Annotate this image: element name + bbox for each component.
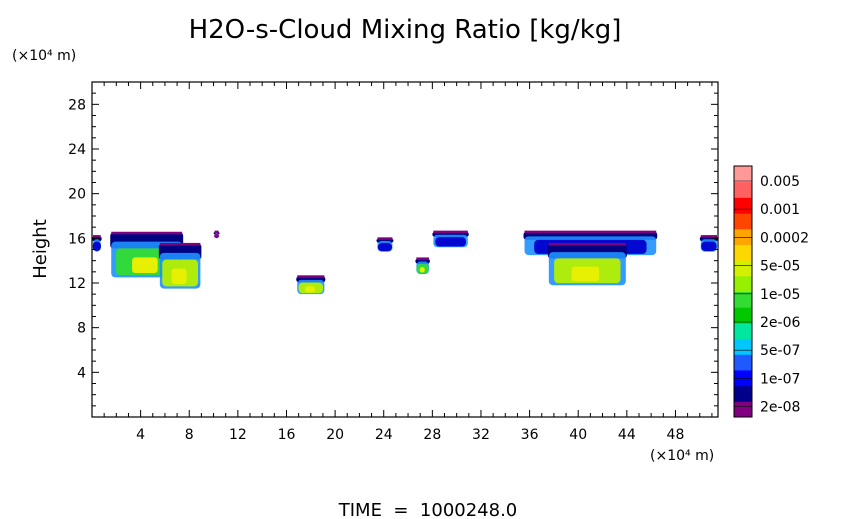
y-tick-label: 12: [68, 276, 86, 292]
cloud-top-edge: [433, 230, 468, 234]
cloud-top-edge: [416, 257, 429, 260]
cloud-top-edge: [700, 235, 717, 238]
cloud-region: [158, 242, 202, 289]
x-tick-label: 4: [136, 427, 145, 443]
cloud-region: [92, 235, 102, 252]
cloud-region: [296, 275, 326, 295]
y-tick-label: 20: [68, 187, 86, 203]
cloud-core: [92, 241, 101, 251]
colorbar-label: 2e-06: [760, 315, 800, 331]
cloud-region: [547, 242, 627, 286]
cloud-top-edge: [524, 230, 657, 234]
y-axis-unit: (×10⁴ m): [12, 48, 76, 64]
colorbar-swatch: [734, 213, 752, 230]
cloud-peak: [304, 286, 316, 293]
x-tick-label: 28: [423, 427, 441, 443]
colorbar-swatch: [734, 244, 752, 261]
colorbar-swatch: [734, 260, 752, 277]
cloud-peak: [571, 266, 600, 282]
x-tick-label: 16: [278, 427, 296, 443]
y-tick-label: 24: [68, 142, 86, 158]
colorbar-frame: [733, 165, 753, 418]
colorbar-label: 1e-05: [760, 287, 800, 303]
colorbar: 0.005 0.001 0.0002 5e-05 1e-05 2e-06 5e-07 1e-0…: [733, 165, 809, 418]
time-footer: TIME = 1000248.0: [338, 500, 518, 519]
colorbar-label: 5e-05: [760, 259, 800, 275]
colorbar-swatch: [734, 291, 752, 308]
colorbar-label: 0.0002: [760, 230, 809, 246]
cloud-core: [214, 233, 220, 238]
cloud-top-edge: [214, 230, 219, 234]
cloud-region: [376, 237, 394, 252]
cloud-region: [432, 230, 469, 248]
colorbar-label: 5e-07: [760, 343, 800, 359]
y-axis-label: Height: [30, 219, 51, 279]
cloud-peak: [171, 268, 187, 285]
y-tick-label: 16: [68, 231, 86, 247]
colorbar-swatch: [734, 338, 752, 355]
x-tick-label: 32: [472, 427, 490, 443]
x-tick-label: 36: [521, 427, 539, 443]
y-tick-label: 4: [77, 365, 86, 381]
colorbar-swatch: [734, 197, 752, 214]
cloud-top-edge: [93, 235, 101, 238]
colorbar-label: 1e-07: [760, 371, 800, 387]
cloud-top-edge: [297, 275, 325, 278]
colorbar-swatch: [734, 228, 752, 245]
colorbar-swatch: [734, 385, 752, 402]
cloud-region: [699, 235, 718, 252]
x-tick-label: 12: [229, 427, 247, 443]
x-tick-label: 44: [618, 427, 636, 443]
colorbar-swatch: [734, 275, 752, 292]
cloud-top-edge: [548, 242, 626, 246]
x-tick-label: 20: [326, 427, 344, 443]
cloud-peak: [132, 257, 158, 273]
colorbar-swatch: [734, 307, 752, 324]
cloud-field: [92, 230, 718, 295]
chart-title: H2O-s-Cloud Mixing Ratio [kg/kg]: [189, 15, 622, 45]
x-tick-label: 24: [375, 427, 393, 443]
cloud-core: [435, 237, 466, 247]
cloud-top-edge: [111, 231, 183, 235]
cloud-top-edge: [377, 237, 393, 240]
colorbar-swatch: [734, 369, 752, 387]
x-tick-label: 48: [667, 427, 685, 443]
colorbar-label: 0.001: [760, 202, 800, 218]
x-tick-label: 40: [569, 427, 587, 443]
colorbar-swatch: [734, 322, 752, 340]
y-tick-label: 28: [68, 97, 86, 113]
colorbar-swatch: [734, 401, 752, 418]
cloud-region: [415, 257, 430, 275]
cloud-core: [701, 241, 717, 251]
colorbar-label: 2e-08: [760, 400, 800, 416]
x-axis-unit: (×10⁴ m): [650, 448, 714, 464]
colorbar-label: 0.005: [760, 174, 800, 190]
colorbar-swatch: [734, 166, 752, 183]
cloud-core: [377, 243, 393, 252]
cloud-top-edge: [159, 242, 201, 246]
y-tick-label: 8: [77, 321, 86, 337]
colorbar-swatch: [734, 181, 752, 198]
x-tick-label: 8: [185, 427, 194, 443]
colorbar-swatch: [734, 354, 752, 371]
cloud-peak: [419, 267, 425, 273]
cloud-region: [213, 230, 220, 239]
